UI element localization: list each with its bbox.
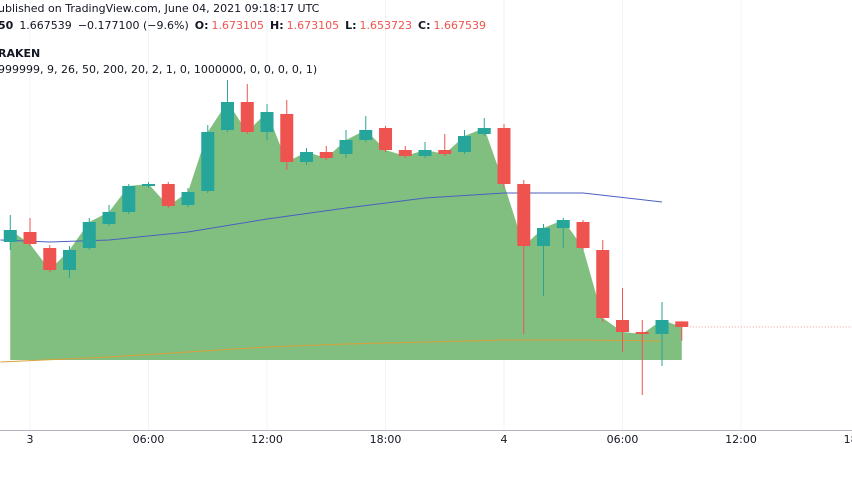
candle-body [319,152,333,158]
candle-body [142,184,156,186]
moving-average [0,339,663,363]
change: −0.177100 (−9.6%) [78,19,189,32]
candle-body [497,128,511,184]
candle-body [675,321,689,327]
candle-body [280,114,294,162]
candle-body [240,102,254,132]
candle-body [616,320,630,332]
candle-body [221,102,235,130]
last-price: 1.667539 [19,19,72,32]
candle-body [517,184,531,246]
candle-body [556,220,570,228]
candle-body [23,232,37,244]
candle-body [201,132,215,191]
symbol: 50 [0,19,14,32]
candle-body [537,228,551,246]
candle-body [3,230,17,242]
candle-body [339,140,353,154]
x-tick-label: 4 [501,433,508,446]
candle-body [477,128,491,134]
candle-body [655,320,669,334]
x-tick-label: 12:00 [251,433,283,446]
candle-body [260,112,274,132]
open-label: O: [195,19,209,32]
candle-body [576,222,590,248]
candle-body [300,152,314,162]
open-value: 1.673105 [212,19,265,32]
candle-body [63,250,77,270]
exchange: RAKEN [0,47,40,60]
candle-body [596,250,610,318]
plot-area [0,0,852,430]
low-value: 1.653723 [360,19,413,32]
candle-body [82,222,96,248]
x-tick-label: 06:00 [133,433,165,446]
high-label: H: [270,19,284,32]
published-note: ublished on TradingView.com, June 04, 20… [0,2,320,15]
x-tick-label: 3 [27,433,34,446]
candle-body [379,128,393,150]
close-label: C: [418,19,430,32]
candle-body [398,150,412,156]
close-value: 1.667539 [434,19,487,32]
quote-line: 50 1.667539 −0.177100 (−9.6%) O: 1.673105 H: 1… [0,19,486,32]
candle-body [359,130,373,140]
x-tick-label: 06:00 [607,433,639,446]
candle-body [181,192,195,205]
x-tick-label: 18:00 [844,433,852,446]
x-tick-label: 12:00 [725,433,757,446]
candle-body [161,184,175,206]
candle-body [102,212,116,224]
candle-body [458,136,472,152]
candle-body [418,150,432,156]
moving-average [0,192,663,243]
x-tick-label: 18:00 [370,433,402,446]
indicator-params: 999999, 9, 26, 50, 200, 20, 2, 1, 0, 100… [0,63,317,76]
candle-body [635,332,649,334]
candle-body [43,248,57,270]
candle-body [122,186,136,212]
low-label: L: [345,19,356,32]
candle-body [438,150,452,154]
high-value: 1.673105 [287,19,340,32]
area [10,102,682,360]
